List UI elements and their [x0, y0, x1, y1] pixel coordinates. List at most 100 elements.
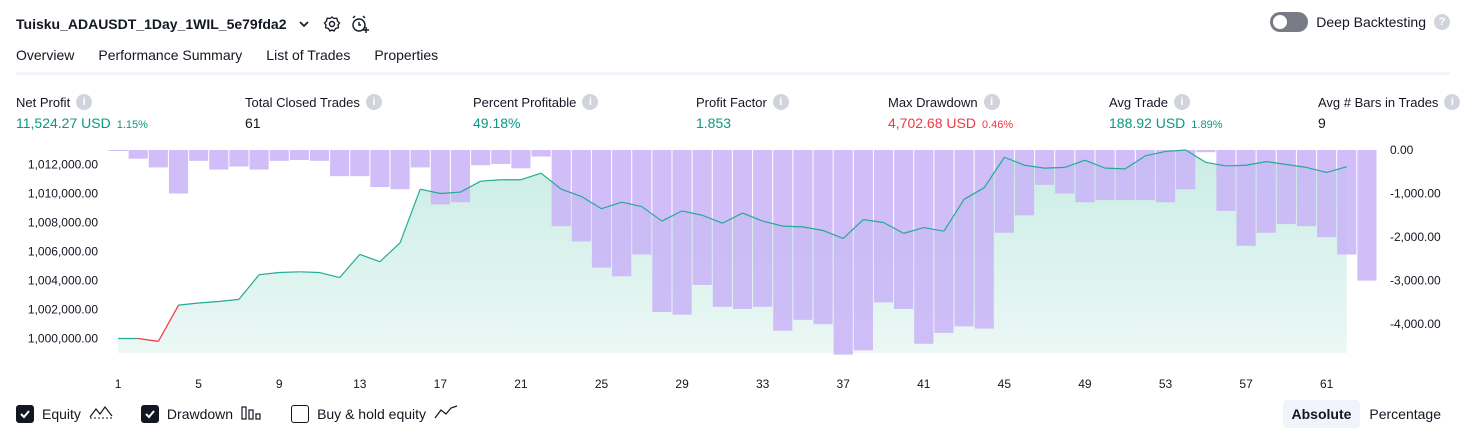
equity-line-segment [319, 271, 340, 279]
equity-line-segment [138, 337, 159, 342]
drawdown-bar [491, 150, 511, 164]
drawdown-bar [652, 150, 672, 312]
percentage-button[interactable]: Percentage [1369, 406, 1441, 422]
info-icon[interactable]: i [1174, 94, 1191, 110]
legend-buy-hold-equity[interactable]: Buy & hold equity [291, 404, 458, 423]
equity-area [118, 150, 1347, 353]
info-icon[interactable]: i [582, 94, 599, 110]
drawdown-bars-icon [241, 404, 263, 423]
equity-line-segment [1225, 164, 1247, 167]
tab-list-of-trades[interactable]: List of Trades [266, 47, 351, 63]
drawdown-bar [410, 150, 430, 168]
x-axis-tick-label: 21 [514, 377, 528, 391]
equity-line-segment [641, 206, 663, 222]
drawdown-bar [370, 150, 390, 188]
drawdown-bar [753, 150, 773, 307]
equity-line-segment [943, 198, 965, 232]
deep-backtesting-label: Deep Backtesting [1316, 14, 1426, 30]
drawdown-bar [1176, 150, 1196, 190]
tab-performance-summary[interactable]: Performance Summary [98, 47, 243, 63]
drawdown-bar [974, 150, 994, 329]
metric-avg-trade: Avg Trade i 188.92 USD 1.89% [1109, 94, 1222, 131]
equity-line-segment [299, 271, 320, 274]
x-axis-tick-label: 53 [1159, 377, 1173, 391]
drawdown-bar [108, 150, 128, 151]
legend-label: Equity [42, 405, 81, 422]
metric-percent-profitable: Percent Profitable i 49.18% [473, 94, 599, 131]
x-axis-tick-label: 49 [1078, 377, 1092, 391]
drawdown-bar [269, 150, 289, 161]
equity-line-segment [822, 229, 844, 240]
drawdown-bar [1357, 150, 1377, 281]
equity-line-segment [742, 212, 763, 222]
tab-divider [16, 72, 1450, 75]
equity-line-segment [399, 188, 421, 244]
drawdown-bar [289, 150, 309, 161]
drawdown-bar [551, 150, 571, 227]
buy-hold-checkbox[interactable] [291, 404, 310, 423]
drawdown-bar [1276, 150, 1296, 225]
toggle-knob [1273, 15, 1288, 29]
legend-label: Buy & hold equity [317, 405, 427, 422]
x-axis-tick-label: 9 [276, 377, 283, 391]
equity-line-segment [440, 191, 461, 195]
drawdown-bar [813, 150, 833, 325]
absolute-button[interactable]: Absolute [1282, 400, 1361, 428]
settings-gear-icon[interactable] [321, 13, 343, 35]
tab-overview[interactable]: Overview [16, 47, 75, 75]
equity-line-segment [681, 210, 703, 216]
info-icon[interactable]: i [76, 94, 93, 110]
metric-percent: 0.46% [981, 119, 1014, 131]
drawdown-checkbox[interactable] [140, 404, 159, 423]
deep-backtesting-toggle[interactable] [1270, 12, 1309, 32]
equity-axis-tick-label: 1,000,000.00 [28, 332, 98, 346]
equity-line-segment [722, 212, 743, 224]
legend-drawdown[interactable]: Drawdown [140, 404, 263, 423]
drawdown-bar [450, 150, 471, 203]
drawdown-bar [471, 150, 491, 166]
equity-line-segment [359, 253, 381, 263]
metric-avg-bars-in-trades: Avg # Bars in Trades i 9 [1318, 94, 1461, 131]
legend-equity[interactable]: Equity [16, 404, 113, 423]
metric-profit-factor: Profit Factor i 1.853 [696, 94, 789, 131]
equity-line-segment [1185, 149, 1207, 163]
drawdown-bar [330, 150, 350, 177]
equity-line-segment [983, 156, 1005, 189]
equity-line-segment [802, 226, 824, 232]
add-alert-clock-icon[interactable] [349, 13, 371, 35]
x-axis-tick-label: 33 [756, 377, 770, 391]
legend-label: Drawdown [166, 405, 234, 422]
equity-checkbox[interactable] [16, 404, 34, 423]
drawdown-bar [712, 150, 732, 307]
help-icon[interactable]: ? [1434, 14, 1450, 30]
equity-line-segment [198, 300, 219, 304]
equity-line-segment [178, 302, 199, 306]
metric-label: Avg # Bars in Trades [1318, 94, 1439, 110]
drawdown-bar [1337, 150, 1357, 255]
drawdown-bar [994, 150, 1014, 233]
strategy-name[interactable]: Tuisku_ADAUSDT_1Day_1WIL_5e79fda2 [16, 16, 287, 32]
info-icon[interactable]: i [1444, 94, 1461, 110]
x-axis-tick-label: 41 [917, 377, 931, 391]
equity-line-segment [923, 226, 945, 232]
equity-line-segment [279, 271, 300, 274]
metric-net-profit: Net Profit i 11,524.27 USD 1.15% [16, 94, 148, 131]
tab-properties[interactable]: Properties [374, 47, 439, 63]
drawdown-bar [934, 150, 954, 333]
info-icon[interactable]: i [983, 94, 1000, 110]
x-axis-tick-label: 57 [1239, 377, 1253, 391]
strategy-header: Tuisku_ADAUSDT_1Day_1WIL_5e79fda2 [16, 12, 371, 36]
equity-line-segment [621, 201, 642, 208]
info-icon[interactable]: i [772, 94, 789, 110]
equity-line-segment [1306, 166, 1327, 174]
info-icon[interactable]: i [365, 94, 382, 110]
equity-axis-tick-label: 1,010,000.00 [28, 187, 98, 201]
equity-line-segment [1064, 159, 1086, 168]
equity-drawdown-chart[interactable]: 1,012,000.00 1,010,000.00 1,008,000.00 1,00… [0, 140, 1466, 395]
equity-line-segment [661, 210, 683, 222]
drawdown-bar [309, 150, 330, 161]
drawdown-bar [571, 150, 591, 242]
drawdown-bar [1216, 150, 1236, 211]
chevron-down-icon[interactable] [293, 13, 315, 35]
metric-value: 9 [1318, 115, 1326, 131]
